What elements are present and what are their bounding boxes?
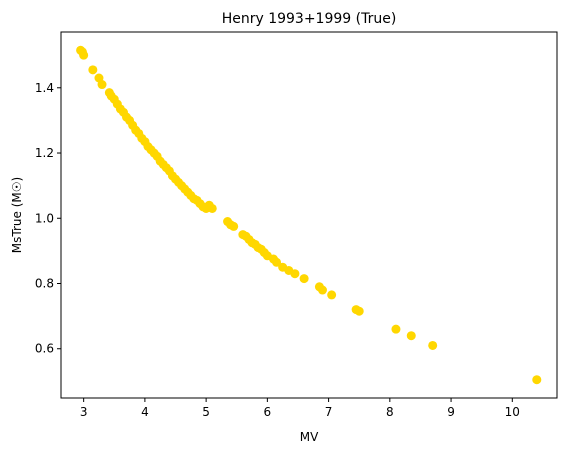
data-point <box>428 340 438 350</box>
data-point <box>406 331 416 341</box>
data-point <box>299 274 309 284</box>
y-tick-label: 1.0 <box>35 211 54 225</box>
data-point <box>354 306 364 316</box>
y-tick-label: 1.2 <box>35 146 54 160</box>
chart-title: Henry 1993+1999 (True) <box>222 11 397 27</box>
x-tick-label: 3 <box>80 405 88 419</box>
x-tick-label: 5 <box>202 405 210 419</box>
x-tick-label: 9 <box>447 405 455 419</box>
data-points <box>76 45 542 385</box>
x-tick-label: 10 <box>505 405 520 419</box>
y-axis-label: MsTrue (M☉) <box>10 177 24 253</box>
data-point <box>391 324 401 334</box>
y-tick-label: 0.8 <box>35 277 54 291</box>
data-point <box>229 221 239 231</box>
x-tick-label: 8 <box>386 405 394 419</box>
data-point <box>88 65 98 75</box>
x-axis-label: MV <box>300 430 319 444</box>
data-point <box>79 50 89 60</box>
x-tick-label: 4 <box>141 405 149 419</box>
data-point <box>327 290 337 300</box>
x-axis-ticks: 3 4 5 6 7 8 9 10 <box>80 398 520 419</box>
data-point <box>97 80 107 90</box>
x-tick-label: 6 <box>264 405 272 419</box>
data-point <box>207 203 217 213</box>
x-tick-label: 7 <box>325 405 333 419</box>
plot-frame <box>60 31 558 399</box>
y-tick-label: 1.4 <box>35 81 54 95</box>
y-axis-ticks: 0.6 0.8 1.0 1.2 1.4 <box>35 81 61 356</box>
y-tick-label: 0.6 <box>35 342 54 356</box>
data-point <box>532 375 542 385</box>
data-point <box>317 285 327 295</box>
data-point <box>290 269 300 279</box>
data-point <box>272 257 282 267</box>
